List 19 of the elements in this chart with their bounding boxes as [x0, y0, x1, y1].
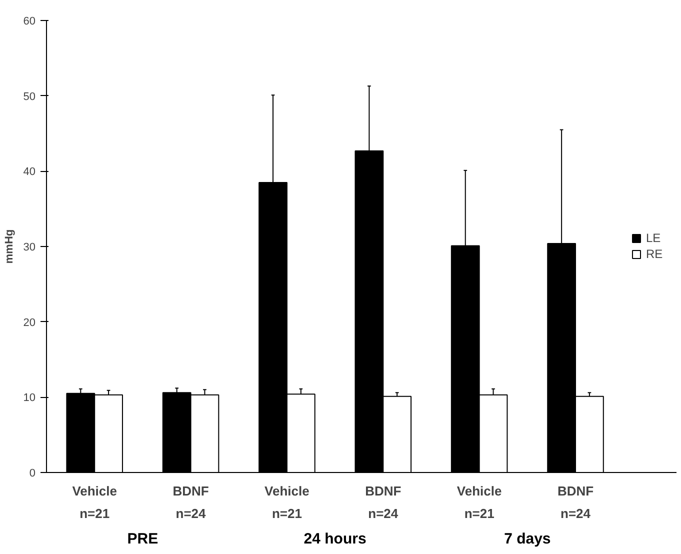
legend-label: LE: [646, 231, 662, 245]
y-tick-label: 20: [23, 316, 36, 329]
y-tick-label: 0: [29, 468, 36, 480]
x-tick-label: BDNF n=24: [557, 484, 594, 521]
text: 24 hours: [304, 530, 366, 548]
y-tick-label: 60: [23, 16, 36, 28]
x-tick-label: Vehicle n=21: [72, 484, 117, 521]
x-tick-label: BDNF n=24: [365, 484, 402, 521]
y-tick-label: 30: [23, 242, 36, 254]
legend-label: RE: [646, 247, 664, 261]
x-tick-label: Vehicle n=21: [264, 484, 310, 521]
x-tick-label: BDNF n=24: [172, 484, 209, 521]
x-tick-label: Vehicle n=21: [456, 484, 502, 521]
text: PRE: [127, 530, 158, 548]
text: 7 days: [504, 530, 551, 548]
y-tick-label: 10: [23, 392, 36, 404]
y-tick-label: 50: [23, 90, 36, 103]
y-axis-title: mmHg: [3, 229, 16, 264]
y-tick-label: 40: [23, 166, 36, 178]
